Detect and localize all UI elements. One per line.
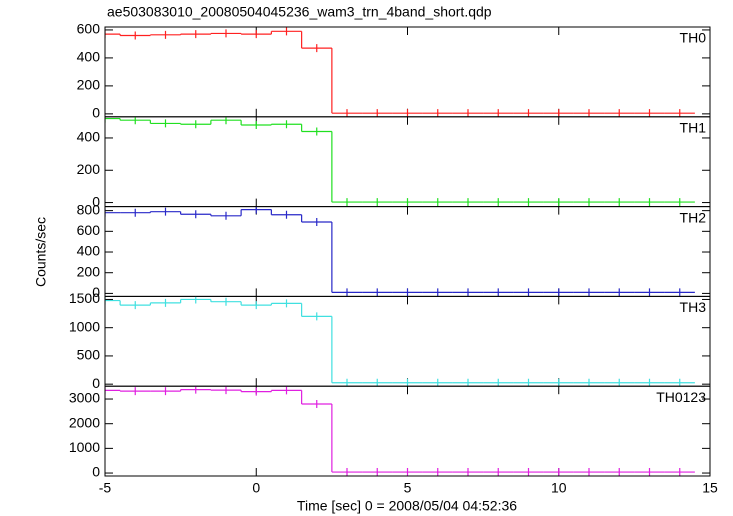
y-tick-label: 800 — [77, 201, 101, 217]
y-tick-label: 1000 — [69, 439, 100, 455]
y-tick-label: 200 — [77, 77, 101, 93]
histogram — [105, 386, 695, 477]
y-tick-label: 1000 — [69, 318, 100, 334]
x-tick-label: 15 — [702, 480, 718, 496]
y-tick-label: 1500 — [69, 290, 100, 306]
x-tick-label: 10 — [551, 480, 567, 496]
panel-label: TH2 — [680, 209, 707, 225]
y-tick-label: 200 — [77, 161, 101, 177]
y-tick-label: 200 — [77, 263, 101, 279]
histogram — [105, 206, 695, 297]
y-tick-label: 400 — [77, 243, 101, 259]
y-tick-label: 400 — [77, 129, 101, 145]
y-tick-label: 0 — [92, 464, 100, 480]
y-tick-label: 2000 — [69, 414, 100, 430]
x-tick-label: 0 — [252, 480, 260, 496]
panel-frame — [104, 26, 711, 118]
y-tick-label: 400 — [77, 49, 101, 65]
y-tick-label: 600 — [77, 222, 101, 238]
panel-label: TH0123 — [656, 389, 706, 405]
y-tick-label: 500 — [77, 347, 101, 363]
x-tick-label: -5 — [99, 480, 112, 496]
y-tick-label: 0 — [92, 375, 100, 391]
x-tick-label: 5 — [404, 480, 412, 496]
histogram — [105, 116, 695, 207]
y-tick-label: 0 — [92, 105, 100, 121]
y-tick-label: 600 — [77, 21, 101, 37]
panel-frame — [104, 206, 711, 297]
histogram — [105, 296, 695, 387]
panel-frame — [104, 385, 711, 477]
histogram — [105, 27, 695, 117]
panel-label: TH0 — [680, 30, 707, 46]
y-tick-label: 0 — [92, 193, 100, 209]
panel-label: TH3 — [680, 299, 707, 315]
panel-frame — [104, 295, 711, 387]
y-axis-label: Counts/sec — [33, 217, 49, 287]
x-axis-label: Time [sec] 0 = 2008/05/04 04:52:36 — [297, 498, 517, 514]
panel-frame — [104, 116, 711, 208]
chart-title: ae503083010_20080504045236_wam3_trn_4ban… — [107, 4, 492, 20]
y-tick-label: 0 — [92, 284, 100, 300]
y-tick-label: 3000 — [69, 390, 100, 406]
panel-label: TH1 — [680, 120, 707, 136]
